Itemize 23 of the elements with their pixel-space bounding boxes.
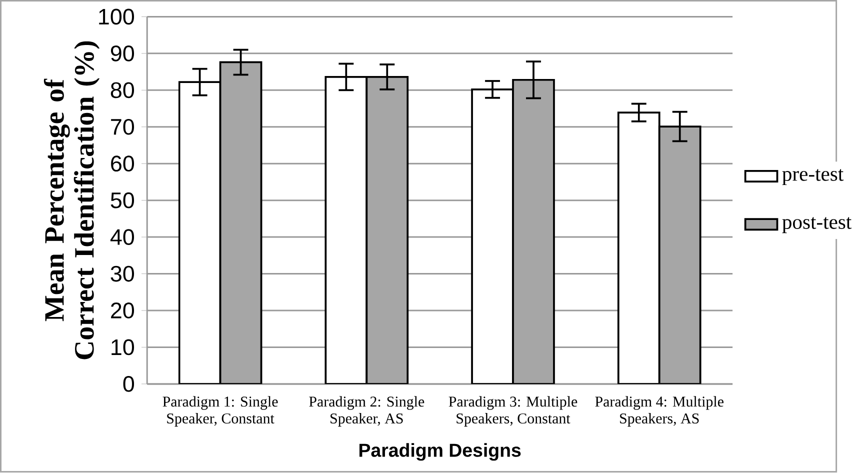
y-tick-label: 90	[110, 46, 134, 62]
legend-label: post-test	[782, 217, 852, 234]
y-tick-label: 70	[111, 119, 134, 136]
y-tick-label: 40	[110, 229, 134, 246]
y-tick-label: 60	[111, 156, 134, 172]
y-axis-title: Mean Percentage of Correct Identification (%)	[44, 42, 100, 360]
y-tick-label: 80	[110, 82, 134, 98]
y-tick-label: 10	[112, 340, 134, 356]
bar	[658, 126, 702, 384]
x-tick-label: Paradigm 4: Multiple Speakers, AS	[595, 396, 724, 427]
bar	[512, 79, 555, 384]
bar	[366, 76, 409, 384]
y-tick-label: 100	[99, 9, 134, 25]
x-tick-label: Paradigm 1: Single Speaker, Constant	[162, 396, 278, 427]
bar	[219, 62, 262, 384]
legend-label: pre-test	[782, 169, 844, 186]
y-tick-label: 30	[110, 266, 134, 282]
x-tick-label: Paradigm 2: Single Speaker, AS	[309, 396, 424, 427]
y-tick-label: 50	[110, 192, 134, 209]
x-axis-title: Paradigm Designs	[359, 443, 521, 461]
y-tick-label: 20	[111, 302, 134, 319]
x-tick-label: Paradigm 3: Multiple Speakers, Constant	[448, 396, 578, 427]
y-tick-label: 0	[123, 376, 134, 392]
